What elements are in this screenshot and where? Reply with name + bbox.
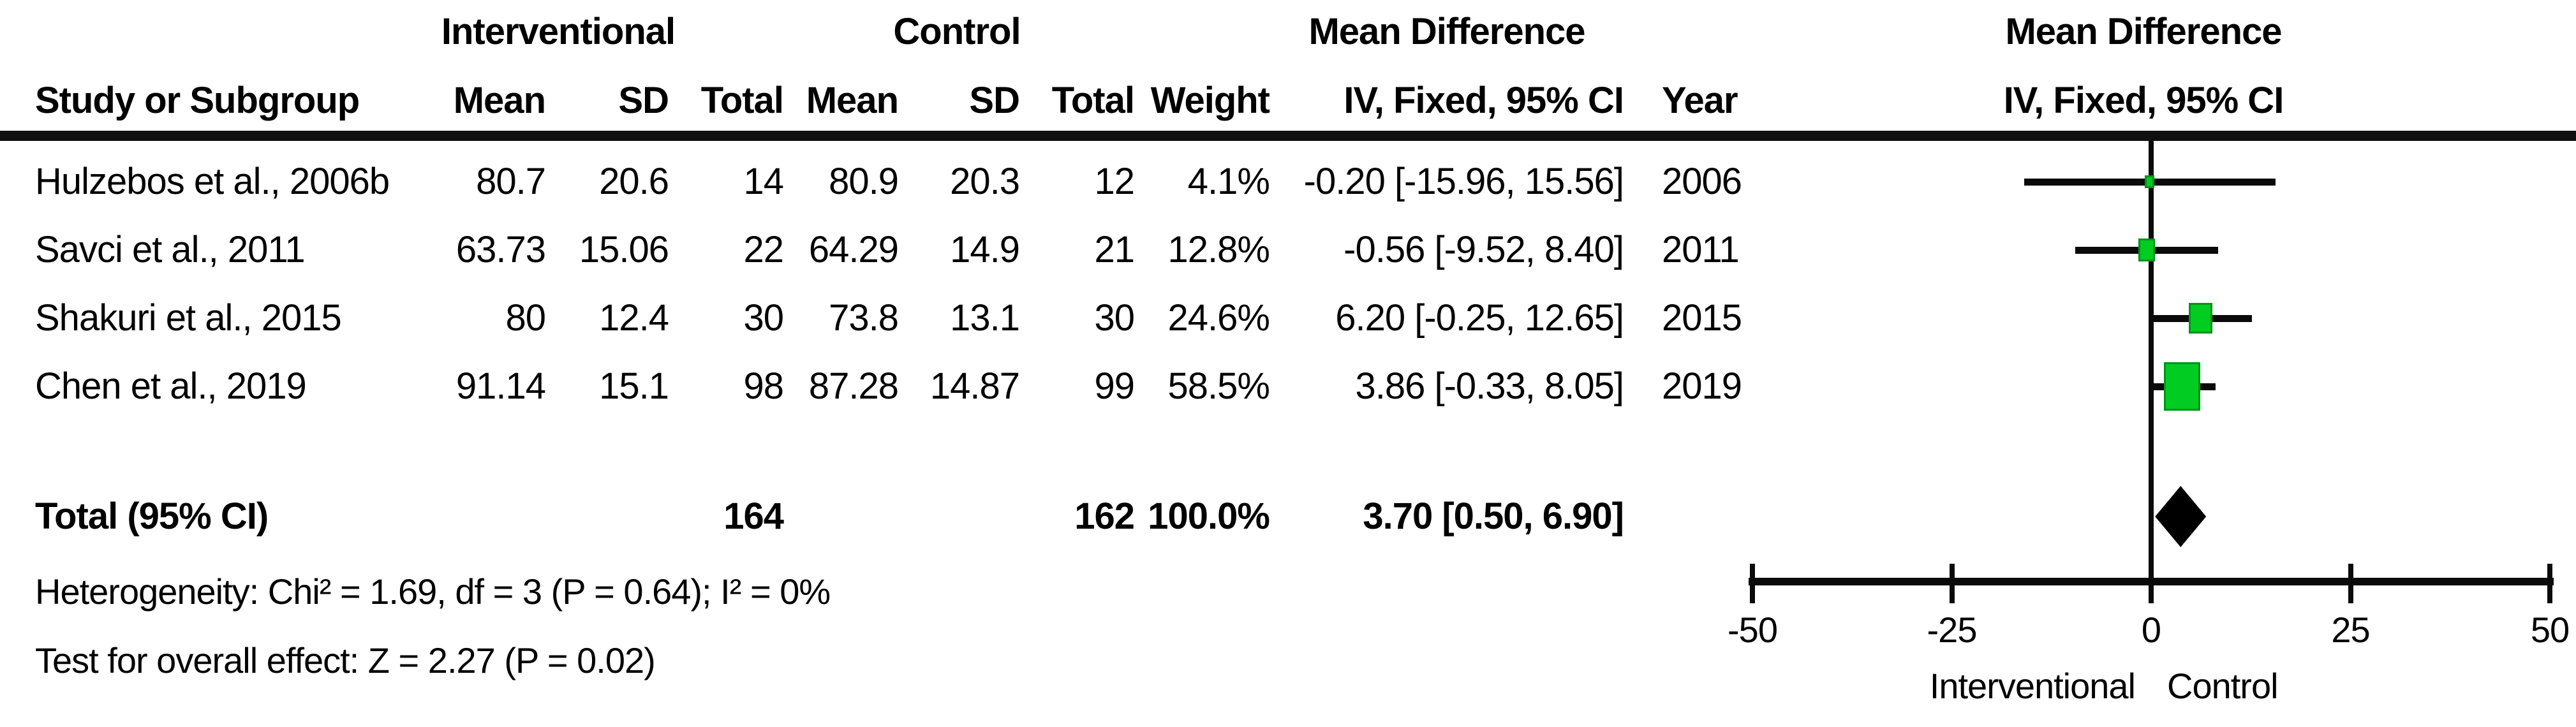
heterogeneity-note: Heterogeneity: Chi² = 1.69, df = 3 (P = … <box>35 571 831 612</box>
study-weight: 58.5% <box>1167 365 1270 407</box>
study-mean1: 80.7 <box>476 161 546 202</box>
axis-tick-label: 50 <box>2530 610 2570 650</box>
study-n1: 14 <box>743 161 784 202</box>
study-ci_label: -0.56 [-9.52, 8.40] <box>1344 229 1624 270</box>
study-sd1: 12.4 <box>599 297 669 339</box>
study-n1: 98 <box>743 365 784 407</box>
axis-tick <box>1949 564 1955 603</box>
effect-header-left: Mean Difference <box>1308 11 1585 52</box>
study-name: Savci et al., 2011 <box>35 229 306 270</box>
col-header-mean-control: Mean <box>806 80 899 121</box>
effect-square <box>2163 362 2200 411</box>
effect-header-right: Mean Difference <box>2005 11 2282 52</box>
axis-tick-label: -25 <box>1927 610 1978 650</box>
col-header-mean-interventional: Mean <box>453 80 546 121</box>
col-header-year: Year <box>1662 80 1738 121</box>
axis-tick-label: 25 <box>2331 610 2370 650</box>
study-mean2: 80.9 <box>829 161 899 202</box>
total-row-label: Total (95% CI) <box>35 496 269 537</box>
study-sd1: 15.1 <box>599 365 669 407</box>
col-header-total-control: Total <box>1051 80 1135 121</box>
effect-square <box>2138 239 2156 261</box>
total-n-interventional: 164 <box>723 496 784 537</box>
study-mean1: 63.73 <box>455 229 546 270</box>
col-header-weight: Weight <box>1150 80 1270 121</box>
study-name: Chen et al., 2019 <box>35 365 307 407</box>
study-mean2: 87.28 <box>808 365 899 407</box>
study-mean2: 64.29 <box>808 229 899 270</box>
study-mean1: 91.14 <box>455 365 546 407</box>
study-n2: 30 <box>1094 297 1135 339</box>
group-header-interventional: Interventional <box>441 11 676 52</box>
study-year: 2015 <box>1662 297 1742 339</box>
study-weight: 4.1% <box>1187 161 1270 202</box>
study-name: Shakuri et al., 2015 <box>35 297 342 339</box>
axis-tick <box>2547 564 2552 603</box>
axis-tick <box>2149 564 2154 603</box>
axis-caption-control: Control <box>2167 666 2279 706</box>
plot-header-ci: IV, Fixed, 95% CI <box>2003 80 2284 121</box>
study-ci_label: 6.20 [-0.25, 12.65] <box>1335 297 1624 339</box>
axis-caption-interventional: Interventional <box>1929 666 2136 706</box>
study-sd2: 14.9 <box>950 229 1020 270</box>
col-header-ci: IV, Fixed, 95% CI <box>1344 80 1624 121</box>
axis-tick-label: -50 <box>1728 610 1778 650</box>
header-rule <box>0 131 2576 141</box>
axis-tick <box>1750 564 1755 603</box>
study-n1: 22 <box>743 229 784 270</box>
total-ci-label: 3.70 [0.50, 6.90] <box>1363 496 1624 537</box>
study-mean2: 73.8 <box>829 297 899 339</box>
study-n2: 12 <box>1094 161 1135 202</box>
axis-tick-label: 0 <box>2141 610 2161 650</box>
study-ci_label: -0.20 [-15.96, 15.56] <box>1303 161 1624 202</box>
study-n2: 21 <box>1094 229 1135 270</box>
study-sd2: 13.1 <box>950 297 1020 339</box>
effect-square <box>2189 302 2212 334</box>
study-sd1: 15.06 <box>579 229 669 270</box>
effect-square <box>2145 175 2154 188</box>
total-weight: 100.0% <box>1148 496 1270 537</box>
study-name: Hulzebos et al., 2006b <box>35 161 390 202</box>
study-sd2: 14.87 <box>929 365 1020 407</box>
col-header-study: Study or Subgroup <box>35 80 360 121</box>
summary-diamond <box>2155 486 2207 547</box>
overall-effect-note: Test for overall effect: Z = 2.27 (P = 0… <box>35 640 656 680</box>
col-header-total-interventional: Total <box>700 80 784 121</box>
study-year: 2006 <box>1662 161 1742 202</box>
col-header-sd-control: SD <box>969 80 1020 121</box>
total-n-control: 162 <box>1074 496 1135 537</box>
axis-tick <box>2348 564 2353 603</box>
study-sd2: 20.3 <box>950 161 1020 202</box>
study-n2: 99 <box>1094 365 1135 407</box>
col-header-sd-interventional: SD <box>618 80 669 121</box>
study-ci_label: 3.86 [-0.33, 8.05] <box>1355 365 1624 407</box>
study-weight: 12.8% <box>1167 229 1270 270</box>
group-header-control: Control <box>893 11 1021 52</box>
study-year: 2011 <box>1662 229 1740 270</box>
study-mean1: 80 <box>505 297 546 339</box>
study-sd1: 20.6 <box>599 161 669 202</box>
study-weight: 24.6% <box>1167 297 1270 339</box>
study-year: 2019 <box>1662 365 1742 407</box>
study-n1: 30 <box>743 297 784 339</box>
zero-line <box>2149 141 2154 585</box>
